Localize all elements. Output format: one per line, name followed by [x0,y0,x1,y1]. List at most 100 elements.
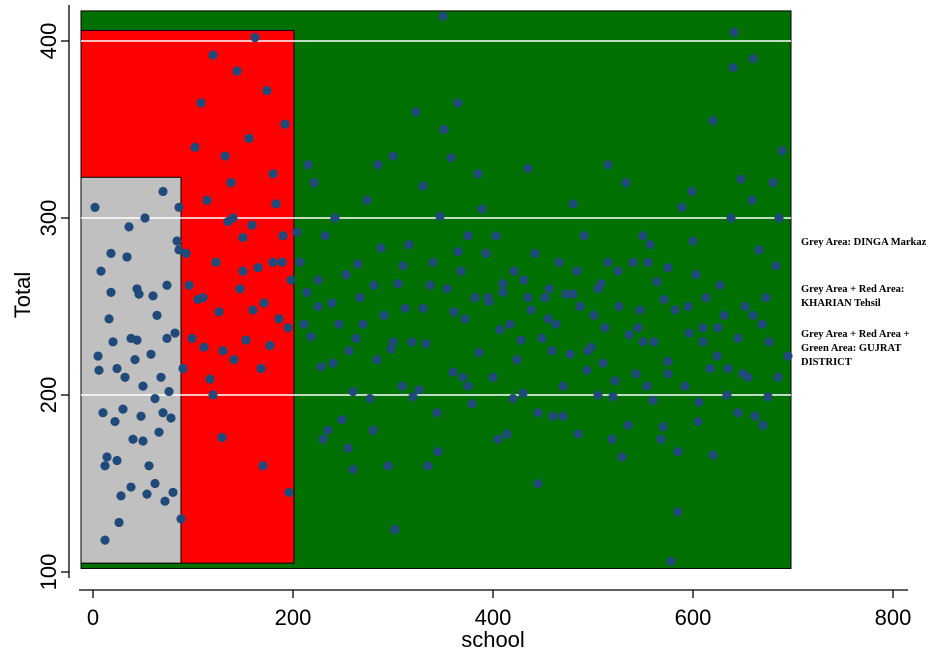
data-point [638,231,648,241]
data-point [773,372,783,382]
data-point [757,319,767,329]
data-point [327,298,337,308]
data-point [383,461,393,471]
data-point [573,429,583,439]
data-point [144,461,154,471]
data-point [100,461,110,471]
data-point [754,245,764,255]
data-point [540,293,550,303]
data-point [750,411,760,421]
data-point [474,347,484,358]
data-point [164,386,174,397]
data-point [663,356,673,366]
data-point [400,303,410,313]
data-point [783,351,793,361]
data-point [670,305,680,315]
data-point [705,363,715,374]
data-point [196,98,206,108]
data-point [148,291,158,301]
data-point [302,287,312,297]
data-point [603,257,613,267]
data-point [362,195,372,205]
data-point [158,186,168,197]
data-point [130,355,140,365]
data-point [318,434,328,444]
data-point [373,160,383,170]
data-point [176,514,186,524]
x-tick-label: 200 [275,605,312,630]
data-point [763,392,773,402]
data-point [353,259,363,269]
data-point [271,199,281,209]
data-point [723,363,733,374]
data-point [645,239,655,250]
data-point [112,363,122,374]
data-point [205,374,215,384]
data-point [150,393,160,404]
data-point [708,116,718,126]
data-point [643,257,653,267]
data-point [238,266,248,276]
data-point [719,310,729,320]
data-point [423,461,433,471]
data-point [108,337,118,347]
data-point [138,381,148,391]
data-point [498,287,508,297]
data-point [649,337,659,347]
data-point [142,489,152,499]
data-point [768,178,778,188]
data-point [666,556,676,566]
data-point [680,381,690,391]
data-point [120,372,130,382]
data-point [713,323,723,333]
data-point [128,434,138,444]
annotation-grey-red-area: Grey Area + Red Area: KHARIAN Tehsil [801,284,905,309]
data-point [738,369,748,379]
data-point [414,385,424,395]
data-point [607,434,617,444]
data-point [343,443,353,453]
data-point [158,408,168,418]
ticks: 0 200 400 600 800 100 200 300 400 [36,23,911,630]
data-point [198,293,208,303]
data-point [548,411,558,421]
data-point [509,266,519,276]
data-point [376,243,386,253]
data-point [162,280,172,290]
data-point [277,257,287,267]
data-point [460,314,470,324]
data-point [397,381,407,391]
data-point [523,163,533,174]
data-point [764,337,774,347]
data-point [687,186,697,197]
data-point [663,369,673,379]
data-point [218,346,228,356]
data-point [118,404,128,414]
data-point [408,392,418,402]
data-point [140,213,150,223]
data-point [178,363,188,374]
data-point [733,333,743,343]
data-point [463,381,473,391]
data-point [313,275,323,285]
data-point [598,358,608,368]
data-point [150,478,160,489]
data-point [771,261,781,271]
data-point [334,319,344,329]
data-point [493,434,503,444]
data-point [558,411,568,421]
data-point [278,231,288,241]
data-point [583,346,593,356]
data-point [684,328,694,338]
data-point [248,305,258,315]
y-axis-title: Total [10,272,35,318]
data-point [238,232,248,243]
data-point [330,213,340,223]
data-point [309,178,319,188]
data-point [544,284,554,294]
data-point [247,220,257,230]
data-point [136,411,146,421]
y-tick-label: 200 [36,377,61,414]
data-point [635,305,645,315]
data-point [369,280,379,290]
